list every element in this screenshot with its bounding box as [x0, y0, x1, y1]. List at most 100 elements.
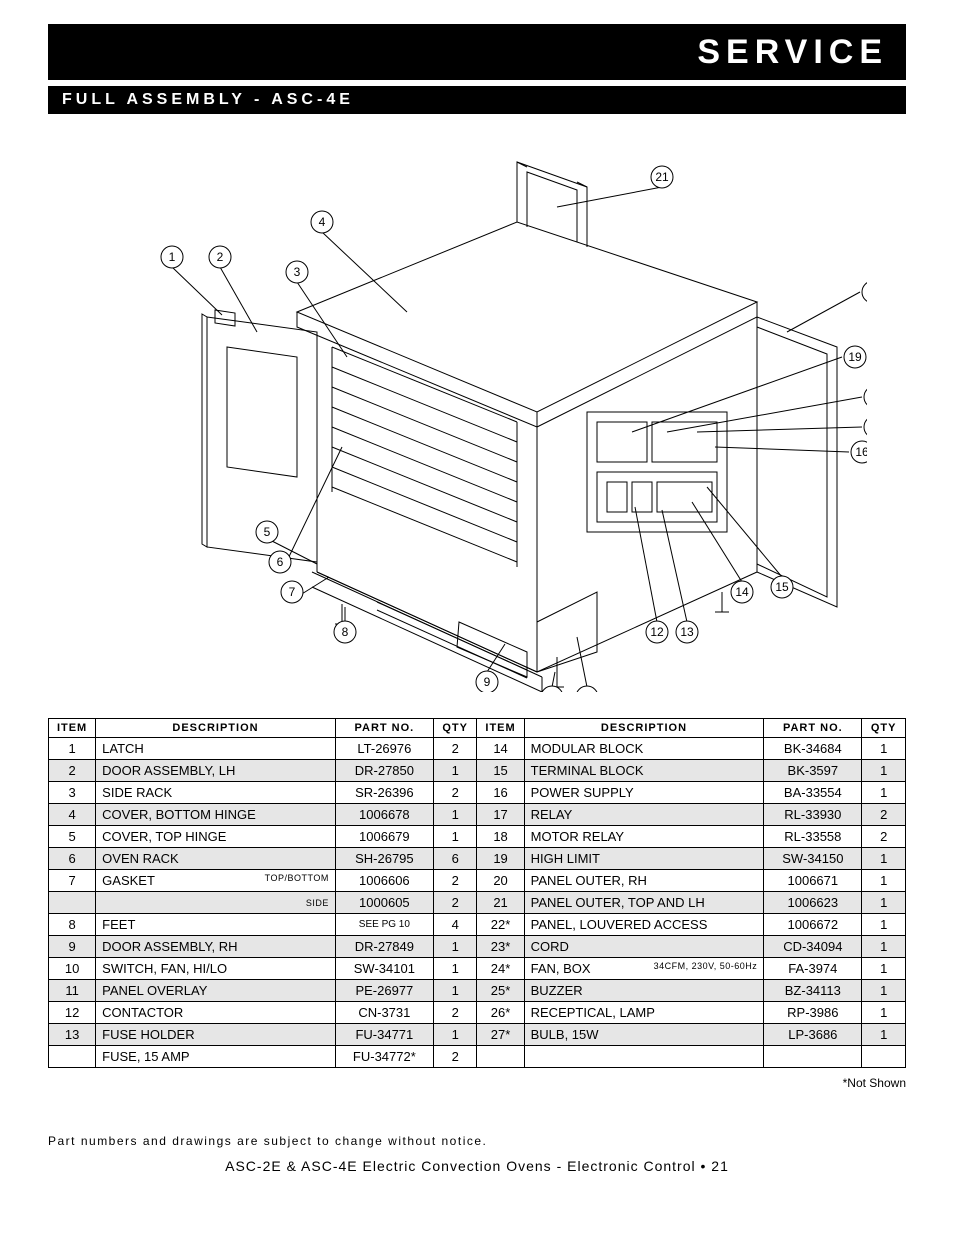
table-cell: 2: [49, 760, 96, 782]
header-bar: SERVICE: [48, 24, 906, 80]
table-row: 8FEETSEE PG 10422*PANEL, LOUVERED ACCESS…: [49, 914, 906, 936]
table-cell: SIDE RACK: [96, 782, 336, 804]
callout-label: 11: [581, 690, 594, 692]
table-cell: 27*: [477, 1024, 524, 1046]
table-cell: BUZZER: [524, 980, 764, 1002]
table-cell: 1: [862, 1024, 906, 1046]
table-cell: 2: [862, 826, 906, 848]
table-cell: 6: [433, 848, 477, 870]
table-cell: LATCH: [96, 738, 336, 760]
table-cell: [862, 1046, 906, 1068]
table-cell: 21: [477, 892, 524, 914]
table-cell: 20: [477, 870, 524, 892]
table-cell: RL-33558: [764, 826, 862, 848]
table-cell: 2: [862, 804, 906, 826]
table-cell: 17: [477, 804, 524, 826]
table-cell: BZ-34113: [764, 980, 862, 1002]
table-cell: 1006672: [764, 914, 862, 936]
table-cell: 1: [862, 760, 906, 782]
table-cell: [764, 1046, 862, 1068]
table-cell: 1: [862, 936, 906, 958]
table-cell: 1: [862, 782, 906, 804]
table-row: 7GASKETTOP/BOTTOM1006606220PANEL OUTER, …: [49, 870, 906, 892]
table-cell: FA-3974: [764, 958, 862, 980]
table-cell: 25*: [477, 980, 524, 1002]
table-cell: COVER, TOP HINGE: [96, 826, 336, 848]
table-cell: [49, 1046, 96, 1068]
th-item: ITEM: [49, 719, 96, 738]
subheader-title: FULL ASSEMBLY - ASC-4E: [62, 91, 354, 109]
table-cell: 1: [862, 958, 906, 980]
table-cell: FUSE HOLDER: [96, 1024, 336, 1046]
table-cell: FU-34771: [335, 1024, 433, 1046]
table-cell: 2: [433, 782, 477, 804]
table-cell: 24*: [477, 958, 524, 980]
table-cell: 1: [862, 1002, 906, 1024]
table-cell: SEE PG 10: [335, 914, 433, 936]
table-cell: SW-34150: [764, 848, 862, 870]
table-cell: 1: [862, 980, 906, 1002]
table-cell: 18: [477, 826, 524, 848]
table-cell: PE-26977: [335, 980, 433, 1002]
diagram-container: 123456789101112131415161718192021: [48, 132, 906, 692]
table-row: 10SWITCH, FAN, HI/LOSW-34101124*FAN, BOX…: [49, 958, 906, 980]
table-cell: 8: [49, 914, 96, 936]
table-cell: 22*: [477, 914, 524, 936]
table-cell: COVER, BOTTOM HINGE: [96, 804, 336, 826]
table-cell: DR-27850: [335, 760, 433, 782]
th-desc: DESCRIPTION: [96, 719, 336, 738]
table-cell: BULB, 15W: [524, 1024, 764, 1046]
callout-label: 8: [342, 625, 349, 639]
table-cell: TERMINAL BLOCK: [524, 760, 764, 782]
table-cell: DOOR ASSEMBLY, RH: [96, 936, 336, 958]
table-row: 2DOOR ASSEMBLY, LHDR-27850115TERMINAL BL…: [49, 760, 906, 782]
table-cell: 10: [49, 958, 96, 980]
table-cell: PANEL OVERLAY: [96, 980, 336, 1002]
table-cell: 7: [49, 870, 96, 892]
table-cell: 1: [433, 958, 477, 980]
table-cell: 2: [433, 738, 477, 760]
table-cell: 11: [49, 980, 96, 1002]
table-cell: 15: [477, 760, 524, 782]
callout-label: 19: [848, 350, 862, 364]
table-cell: PANEL OUTER, RH: [524, 870, 764, 892]
table-cell: 2: [433, 1046, 477, 1068]
table-cell: FU-34772*: [335, 1046, 433, 1068]
table-cell: [49, 892, 96, 914]
table-cell: MOTOR RELAY: [524, 826, 764, 848]
table-cell: DR-27849: [335, 936, 433, 958]
table-cell: 14: [477, 738, 524, 760]
table-cell: MODULAR BLOCK: [524, 738, 764, 760]
table-cell: 1: [862, 870, 906, 892]
table-cell: SIDE: [96, 892, 336, 914]
table-cell: 1006671: [764, 870, 862, 892]
table-cell: RP-3986: [764, 1002, 862, 1024]
table-cell: 1: [433, 760, 477, 782]
footnote: *Not Shown: [48, 1076, 906, 1090]
th-part: PART NO.: [335, 719, 433, 738]
table-cell: 26*: [477, 1002, 524, 1024]
table-cell: RECEPTICAL, LAMP: [524, 1002, 764, 1024]
callout-label: 9: [484, 675, 491, 689]
callout-label: 1: [169, 250, 176, 264]
table-cell: LP-3686: [764, 1024, 862, 1046]
th-part2: PART NO.: [764, 719, 862, 738]
table-cell: [477, 1046, 524, 1068]
table-row: 11PANEL OVERLAYPE-26977 1 25*BUZZERBZ-3411…: [49, 980, 906, 1002]
table-cell: 23*: [477, 936, 524, 958]
table-cell: SW-34101: [335, 958, 433, 980]
parts-table: ITEM DESCRIPTION PART NO. QTY ITEM DESCR…: [48, 718, 906, 1068]
callout-label: 6: [277, 555, 284, 569]
table-cell: 2: [433, 892, 477, 914]
table-cell: BK-34684: [764, 738, 862, 760]
table-cell: HIGH LIMIT: [524, 848, 764, 870]
table-row: 1LATCHLT-26976214MODULAR BLOCKBK-346841: [49, 738, 906, 760]
table-cell: 1: [862, 738, 906, 760]
table-cell: GASKETTOP/BOTTOM: [96, 870, 336, 892]
table-cell: 2: [433, 870, 477, 892]
table-cell: PANEL OUTER, TOP AND LH: [524, 892, 764, 914]
callout-label: 15: [775, 580, 789, 594]
table-cell: DOOR ASSEMBLY, LH: [96, 760, 336, 782]
table-cell: 1: [862, 914, 906, 936]
table-cell: CORD: [524, 936, 764, 958]
